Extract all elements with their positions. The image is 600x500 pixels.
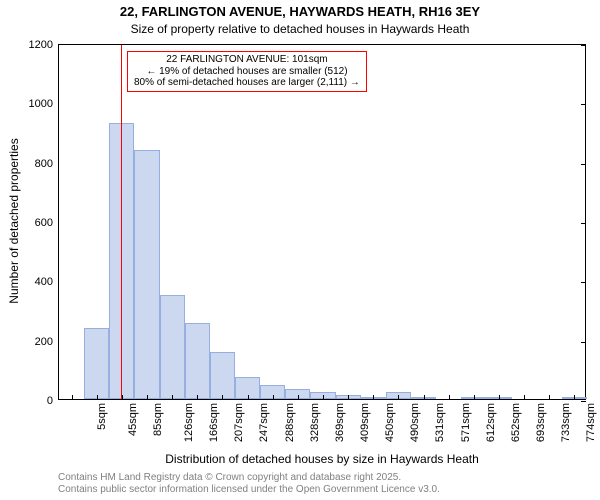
y-tick-label: 200	[35, 336, 59, 348]
y-tick-label: 800	[35, 158, 59, 170]
property-marker-line	[121, 45, 122, 399]
x-tick-label: 207sqm	[233, 403, 245, 442]
x-tick-label: 369sqm	[334, 403, 346, 442]
y-tick-label: 1000	[29, 98, 59, 110]
annotation-line: 22 FARLINGTON AVENUE: 101sqm	[134, 54, 360, 66]
x-tick-label: 288sqm	[284, 403, 296, 442]
x-tick-label: 126sqm	[183, 403, 195, 442]
x-tick-label: 693sqm	[535, 403, 547, 442]
chart-subtitle: Size of property relative to detached ho…	[0, 22, 600, 36]
x-tick-label: 409sqm	[359, 403, 371, 442]
x-tick-label: 450sqm	[384, 403, 396, 442]
x-tick-label: 612sqm	[485, 403, 497, 442]
x-tick-label: 490sqm	[409, 403, 421, 442]
histogram-bar	[134, 150, 159, 399]
histogram-bar	[84, 328, 109, 399]
y-tick-label: 600	[35, 217, 59, 229]
x-axis-label: Distribution of detached houses by size …	[58, 452, 586, 466]
plot-area: 0200400600800100012005sqm45sqm85sqm126sq…	[58, 44, 586, 400]
footer-line: Contains HM Land Registry data © Crown c…	[58, 472, 440, 484]
y-tick-label: 0	[47, 395, 59, 407]
x-tick-label: 652sqm	[510, 403, 522, 442]
y-axis-label: Number of detached properties	[7, 121, 21, 321]
annotation-line: 80% of semi-detached houses are larger (…	[134, 77, 360, 89]
histogram-bar	[185, 323, 210, 399]
y-tick-label: 400	[35, 276, 59, 288]
x-tick-label: 166sqm	[208, 403, 220, 442]
y-tick-label: 1200	[29, 39, 59, 51]
x-tick-label: 328sqm	[309, 403, 321, 442]
annotation-line: ← 19% of detached houses are smaller (51…	[134, 66, 360, 78]
footer-line: Contains public sector information licen…	[58, 484, 440, 496]
x-tick-label: 571sqm	[460, 403, 472, 442]
chart-container: 22, FARLINGTON AVENUE, HAYWARDS HEATH, R…	[0, 0, 600, 500]
x-tick-label: 774sqm	[585, 403, 597, 442]
x-tick-label: 247sqm	[259, 403, 271, 442]
chart-title: 22, FARLINGTON AVENUE, HAYWARDS HEATH, R…	[0, 4, 600, 20]
property-annotation: 22 FARLINGTON AVENUE: 101sqm← 19% of det…	[127, 51, 367, 92]
x-tick-label: 85sqm	[152, 403, 164, 436]
x-tick-label: 5sqm	[95, 403, 107, 430]
histogram-bar	[160, 295, 185, 399]
x-tick-label: 531sqm	[435, 403, 447, 442]
x-tick-label: 45sqm	[127, 403, 139, 436]
histogram-bar	[210, 352, 235, 399]
footer-text: Contains HM Land Registry data © Crown c…	[58, 472, 440, 496]
x-tick-label: 733sqm	[560, 403, 572, 442]
